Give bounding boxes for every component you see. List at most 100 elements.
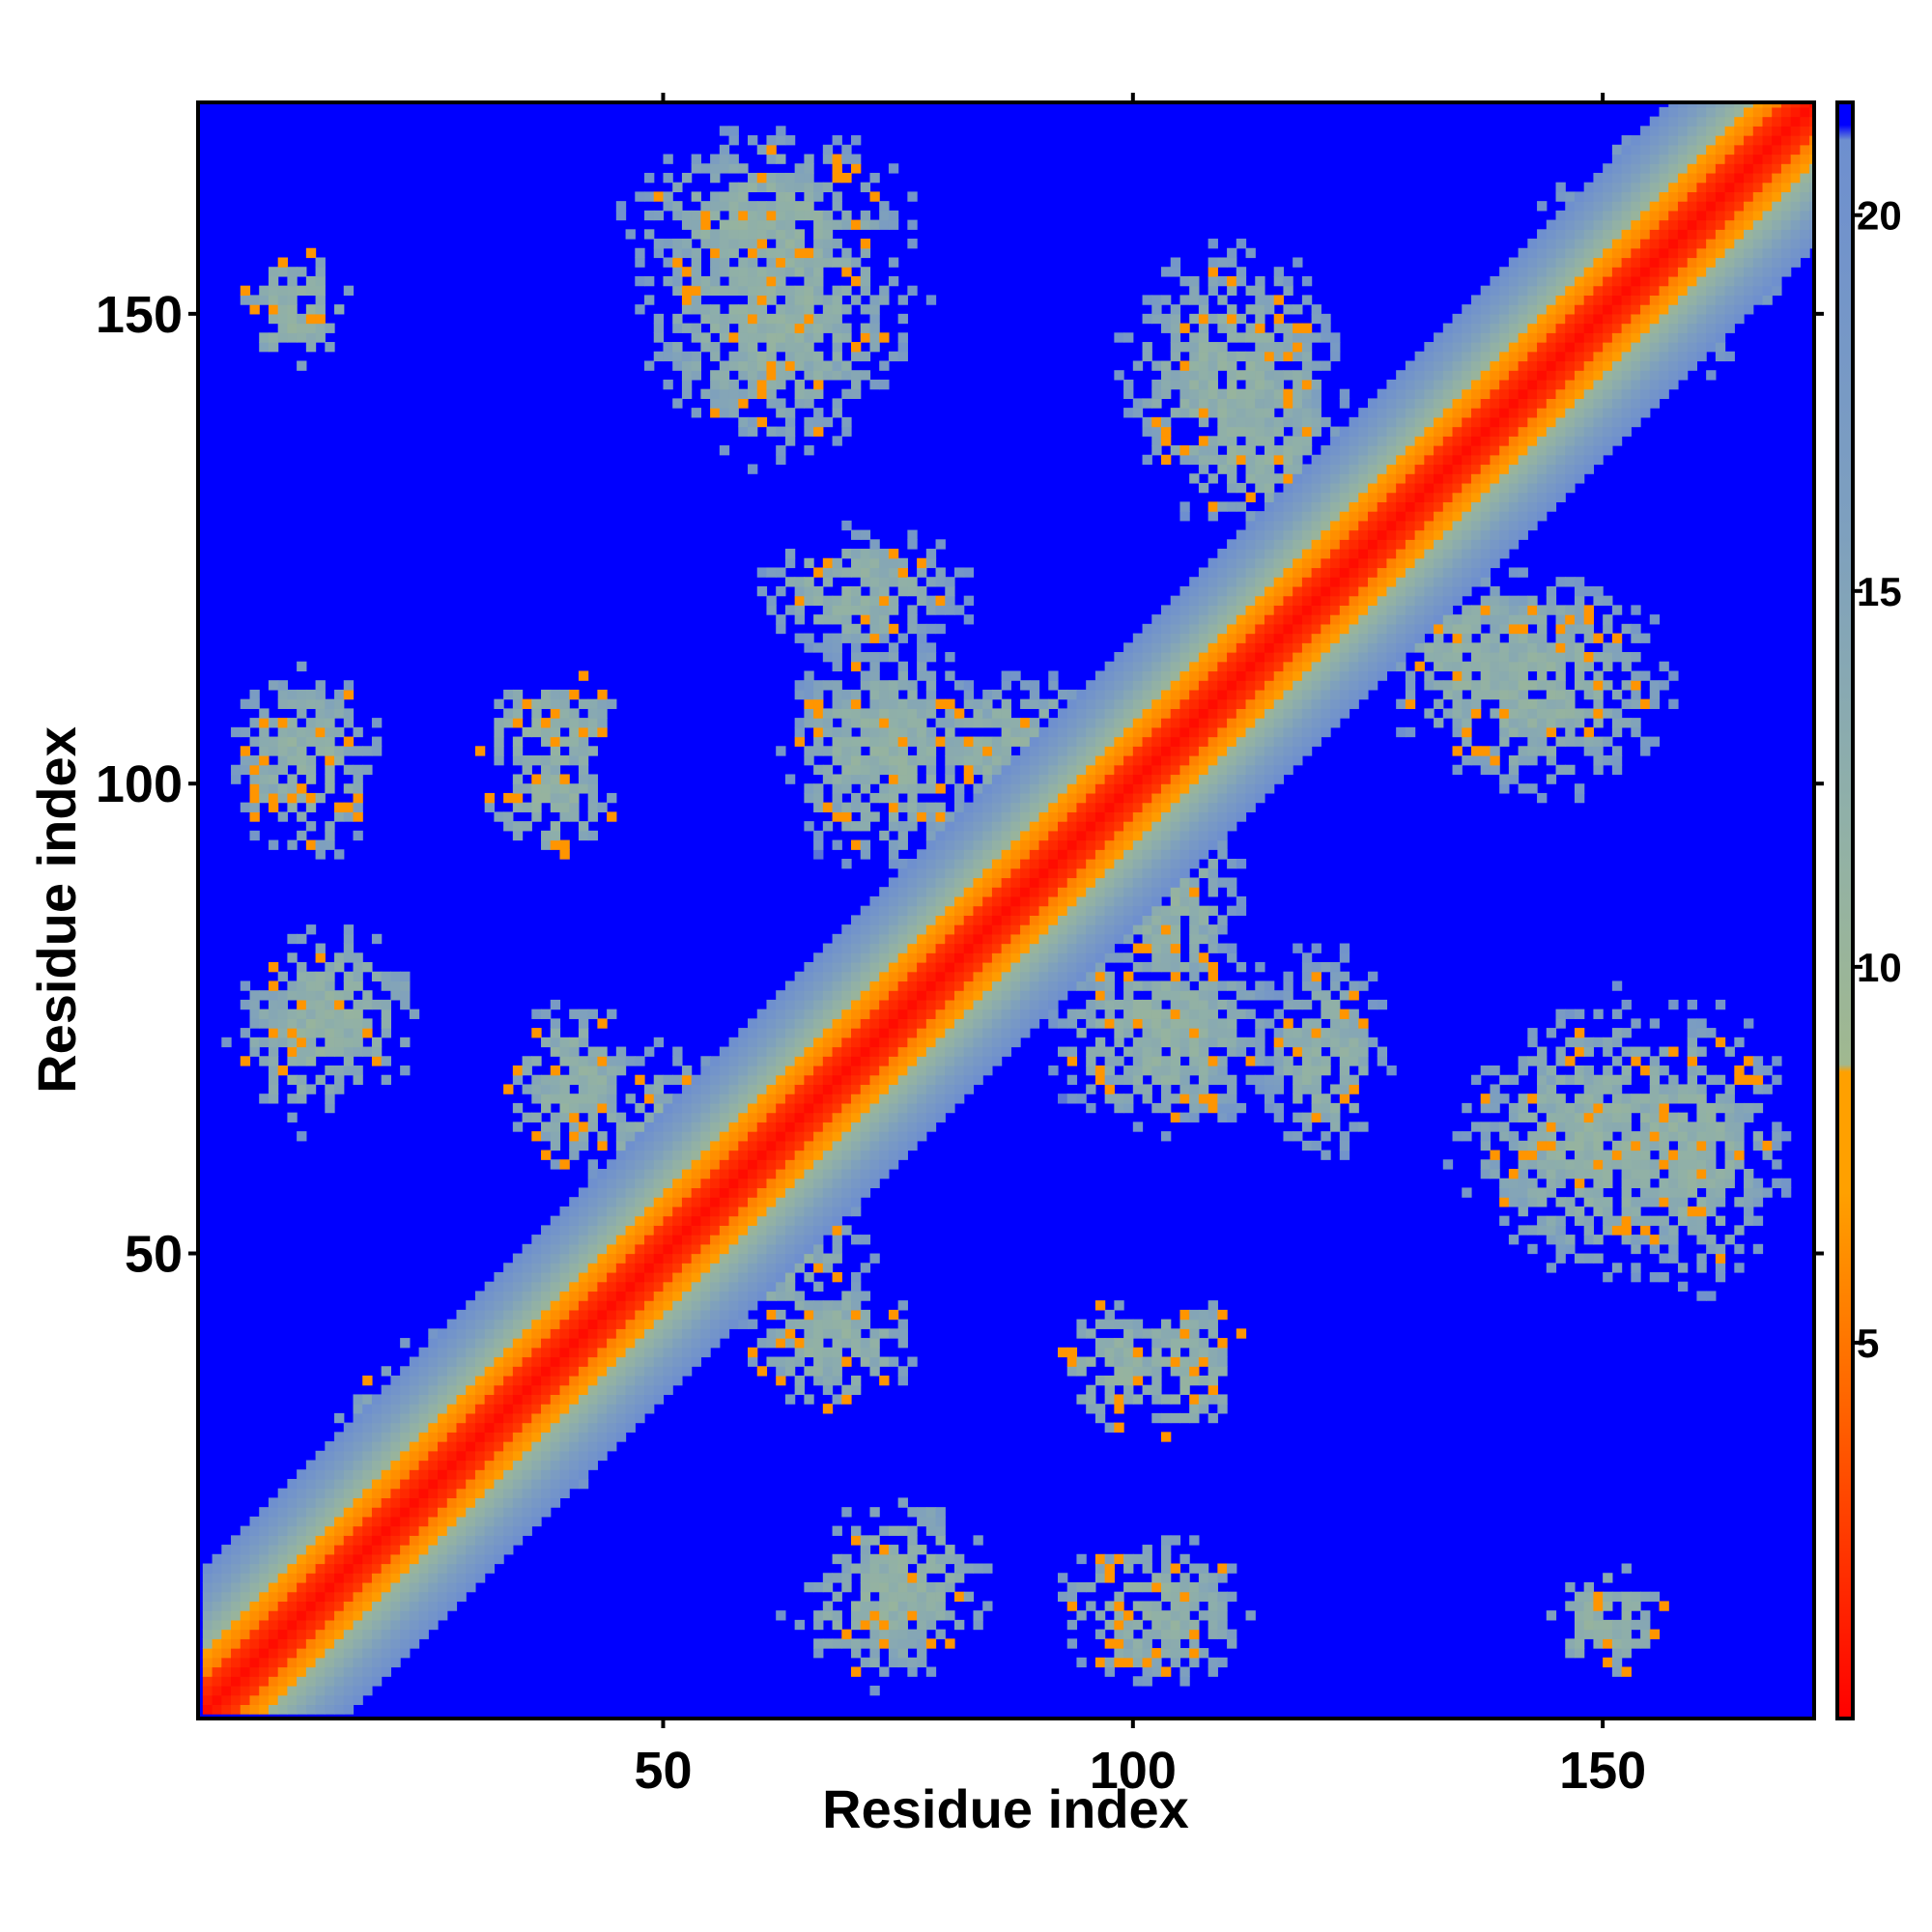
heatmap-cell — [738, 1122, 749, 1132]
heatmap-cell — [305, 342, 317, 353]
heatmap-cell — [334, 1573, 345, 1583]
heatmap-cell — [587, 1271, 598, 1283]
heatmap-cell — [925, 802, 937, 812]
heatmap-cell — [484, 1553, 495, 1565]
heatmap-cell — [531, 1432, 542, 1442]
heatmap-cell — [315, 275, 326, 287]
heatmap-cell — [1104, 1356, 1115, 1367]
heatmap-cell — [259, 764, 270, 776]
heatmap-cell — [653, 1384, 665, 1396]
heatmap-cell — [1123, 1347, 1134, 1358]
heatmap-cell — [766, 1187, 777, 1198]
heatmap-cell — [277, 1065, 289, 1076]
heatmap-cell — [860, 1056, 871, 1066]
heatmap-cell — [474, 1300, 486, 1311]
heatmap-cell — [1104, 1065, 1115, 1076]
heatmap-cell — [860, 1009, 871, 1019]
heatmap-cell — [466, 1319, 476, 1329]
heatmap-cell — [1010, 726, 1021, 738]
heatmap-cell — [259, 1525, 270, 1536]
heatmap-cell — [748, 1356, 758, 1367]
heatmap-cell — [315, 1553, 326, 1565]
heatmap-cell — [578, 1422, 589, 1433]
heatmap-cell — [550, 830, 561, 841]
heatmap-cell — [644, 1150, 655, 1160]
heatmap-cell — [249, 1648, 260, 1659]
heatmap-cell — [484, 1328, 495, 1339]
heatmap-cell — [784, 1215, 796, 1226]
heatmap-cell — [776, 1028, 786, 1038]
heatmap-cell — [371, 1469, 383, 1480]
heatmap-cell — [1076, 1319, 1087, 1329]
heatmap-cell — [653, 247, 665, 259]
heatmap-cell — [644, 360, 655, 371]
heatmap-cell — [484, 1338, 495, 1349]
heatmap-cell — [202, 1676, 213, 1687]
heatmap-cell — [353, 1629, 363, 1639]
heatmap-cell — [879, 680, 890, 691]
heatmap-cell — [569, 1065, 580, 1076]
heatmap-cell — [954, 1563, 965, 1574]
heatmap-cell — [1104, 1338, 1115, 1349]
heatmap-cell — [841, 1309, 852, 1321]
heatmap-cell — [268, 718, 279, 728]
heatmap-cell — [784, 1065, 796, 1076]
heatmap-cell — [297, 783, 307, 794]
heatmap-cell — [249, 1694, 260, 1706]
heatmap-cell — [681, 1263, 693, 1273]
heatmap-cell — [860, 1356, 871, 1367]
heatmap-cell — [305, 1469, 317, 1480]
heatmap-cell — [728, 1065, 739, 1076]
heatmap-cell — [297, 736, 307, 747]
heatmap-cell — [1048, 802, 1059, 812]
heatmap-cell — [776, 229, 786, 240]
heatmap-cell — [240, 802, 251, 812]
heatmap-cell — [259, 774, 270, 784]
heatmap-cell — [813, 1619, 824, 1631]
heatmap-cell — [935, 933, 946, 945]
heatmap-cell — [522, 1412, 532, 1424]
heatmap-cell — [635, 1140, 645, 1151]
heatmap-cell — [1104, 1657, 1115, 1668]
heatmap-cell — [268, 839, 279, 850]
heatmap-cell — [888, 839, 899, 850]
heatmap-cell — [804, 201, 814, 212]
heatmap-cell — [869, 1112, 880, 1122]
heatmap-cell — [879, 1591, 890, 1603]
heatmap-cell — [531, 1281, 542, 1293]
heatmap-cell — [653, 1197, 665, 1208]
heatmap-cell — [963, 971, 975, 982]
heatmap-cell — [569, 811, 580, 822]
heatmap-cell — [418, 1422, 429, 1433]
heatmap-cell — [860, 1140, 871, 1151]
heatmap-cell — [559, 708, 570, 719]
heatmap-cell — [1058, 839, 1068, 850]
heatmap-cell — [390, 1629, 401, 1639]
heatmap-cell — [474, 746, 486, 756]
heatmap-cell — [822, 313, 834, 325]
heatmap-cell — [1104, 1666, 1115, 1677]
heatmap-cell — [935, 924, 946, 935]
heatmap-cell — [794, 1046, 805, 1057]
heatmap-cell — [569, 1291, 580, 1301]
heatmap-cell — [813, 1074, 824, 1086]
heatmap-cell — [991, 1018, 1003, 1029]
heatmap-cell — [390, 1412, 401, 1424]
heatmap-cell — [334, 1478, 345, 1490]
heatmap-cell — [1114, 1347, 1124, 1358]
heatmap-cell — [710, 370, 721, 381]
heatmap-cell — [860, 351, 871, 362]
heatmap-cell — [287, 1478, 298, 1490]
heatmap-cell — [466, 1478, 476, 1490]
heatmap-cell — [879, 1122, 890, 1132]
heatmap-cell — [813, 1084, 824, 1094]
heatmap-cell — [456, 1319, 467, 1329]
heatmap-cell — [569, 1253, 580, 1264]
heatmap-cell — [297, 999, 307, 1010]
heatmap-cell — [1104, 1638, 1115, 1649]
heatmap-cell — [869, 567, 880, 578]
heatmap-cell — [409, 1563, 420, 1574]
heatmap-cell — [794, 1112, 805, 1122]
heatmap-cell — [869, 585, 880, 597]
heatmap-cell — [635, 304, 645, 315]
